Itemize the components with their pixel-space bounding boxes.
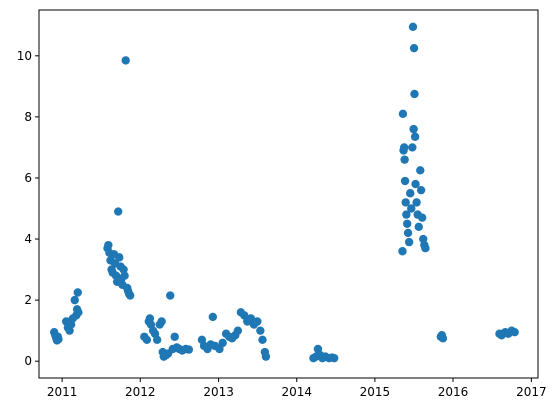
- data-point: [170, 332, 179, 341]
- x-tick-label: 2015: [360, 385, 391, 399]
- data-point: [157, 317, 166, 326]
- data-point: [409, 124, 418, 134]
- data-point: [152, 335, 162, 345]
- data-point: [115, 253, 124, 262]
- data-point: [410, 89, 419, 99]
- x-axis: 2011 2012 2013 2014 2015 2016 2017: [47, 378, 547, 399]
- data-point: [121, 56, 130, 65]
- data-point: [184, 345, 194, 354]
- data-point: [54, 335, 63, 344]
- data-point: [409, 43, 419, 53]
- data-point: [256, 326, 265, 335]
- data-point: [403, 219, 412, 228]
- data-point: [261, 352, 271, 361]
- data-point: [401, 198, 410, 207]
- data-point: [408, 22, 418, 31]
- data-point: [417, 213, 427, 222]
- data-point: [233, 326, 243, 335]
- data-point: [218, 338, 227, 348]
- y-tick-label: 6: [24, 171, 32, 185]
- x-tick-label: 2016: [438, 385, 469, 399]
- data-point: [412, 198, 421, 207]
- data-point: [410, 132, 420, 141]
- data-point: [510, 327, 519, 337]
- data-point: [404, 237, 414, 247]
- x-tick-label: 2012: [125, 385, 156, 399]
- data-point: [258, 335, 267, 345]
- data-point: [400, 176, 410, 186]
- data-point: [411, 179, 420, 189]
- y-tick-label: 10: [17, 49, 32, 63]
- data-point: [421, 244, 430, 253]
- data-point: [416, 185, 426, 195]
- x-tick-label: 2011: [47, 385, 78, 399]
- y-axis: 0 2 4 6 8 10: [17, 49, 39, 368]
- y-tick-label: 0: [24, 354, 32, 368]
- data-point: [416, 166, 425, 175]
- data-point: [407, 204, 416, 213]
- data-point: [166, 291, 175, 300]
- data-point: [114, 207, 123, 216]
- data-point: [408, 143, 417, 152]
- data-point: [403, 228, 413, 238]
- data-point: [398, 109, 408, 119]
- data-point: [398, 247, 407, 256]
- data-point: [402, 210, 411, 219]
- data-point: [208, 312, 218, 322]
- y-tick-label: 2: [24, 293, 32, 307]
- data-point: [125, 291, 135, 300]
- plot-frame: [38, 9, 539, 379]
- data-point: [74, 308, 83, 317]
- data-point: [120, 271, 129, 280]
- data-point: [253, 317, 262, 326]
- data-point: [400, 155, 409, 164]
- data-point: [330, 353, 339, 363]
- y-tick-label: 8: [24, 110, 32, 124]
- data-point: [142, 335, 152, 345]
- data-point: [406, 189, 415, 198]
- x-tick-label: 2017: [516, 385, 547, 399]
- x-tick-label: 2014: [281, 385, 312, 399]
- data-point: [414, 222, 423, 232]
- data-point: [70, 295, 79, 305]
- points-layer: [50, 22, 519, 363]
- x-tick-label: 2013: [203, 385, 234, 399]
- data-point: [438, 334, 448, 343]
- y-tick-label: 4: [24, 232, 32, 246]
- data-point: [73, 288, 82, 297]
- data-point: [400, 143, 409, 152]
- data-point: [104, 240, 113, 250]
